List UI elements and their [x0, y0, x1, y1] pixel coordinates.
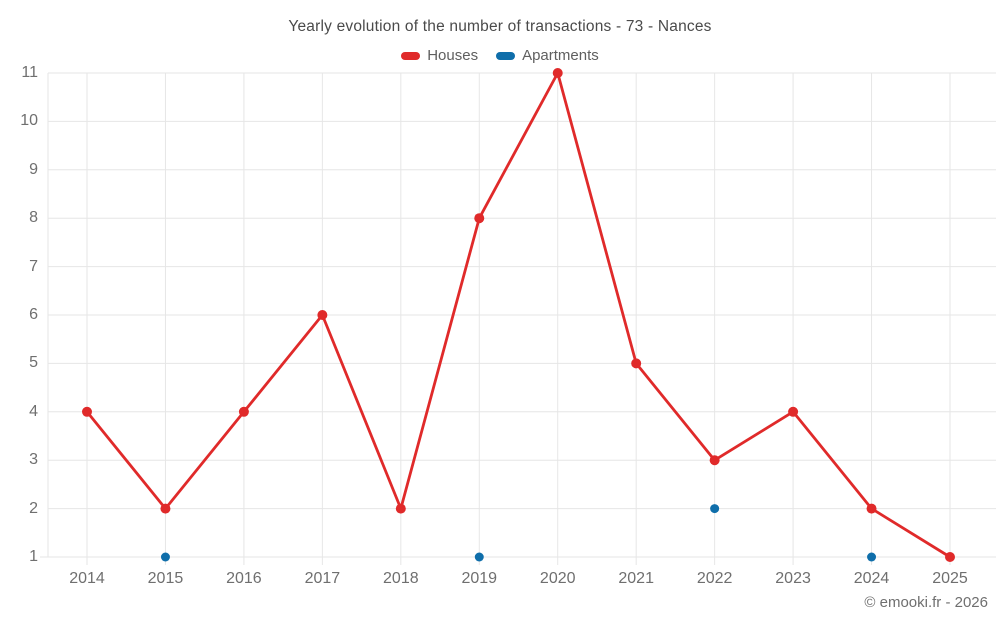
x-tick-label-2024: 2024 [853, 570, 890, 587]
y-tick-label-7: 7 [29, 257, 38, 275]
y-tick-label-8: 8 [29, 209, 38, 227]
data-point-houses-2022[interactable] [709, 455, 720, 466]
y-tick-label-5: 5 [29, 354, 38, 372]
copyright-footer: © emooki.fr - 2026 [864, 594, 988, 611]
data-point-apartments-2015[interactable] [160, 552, 170, 562]
x-tick-label-2020: 2020 [539, 570, 576, 587]
data-point-houses-2021[interactable] [631, 358, 642, 369]
data-point-houses-2017[interactable] [317, 310, 328, 320]
legend: Houses Apartments [0, 47, 1000, 64]
x-tick-label-2023: 2023 [775, 570, 811, 587]
legend-item-houses[interactable]: Houses [401, 47, 478, 64]
y-tick-label-1: 1 [29, 548, 38, 565]
legend-label-apartments: Apartments [522, 47, 599, 64]
x-tick-label-2017: 2017 [304, 570, 341, 587]
x-tick-label-2022: 2022 [696, 570, 733, 587]
y-tick-label-2: 2 [29, 499, 38, 517]
x-tick-label-2015: 2015 [147, 570, 184, 587]
y-tick-label-6: 6 [29, 306, 38, 323]
chart-title: Yearly evolution of the number of transa… [288, 18, 712, 35]
houses-legend-swatch-icon [401, 51, 421, 60]
legend-label-houses: Houses [427, 47, 479, 64]
apartments-legend-swatch-icon [496, 51, 516, 60]
data-point-houses-2015[interactable] [160, 503, 171, 514]
data-point-houses-2018[interactable] [395, 503, 406, 514]
y-tick-label-4: 4 [29, 402, 38, 420]
y-tick-label-10: 10 [20, 112, 38, 130]
x-tick-label-2025: 2025 [932, 570, 968, 587]
data-point-houses-2024[interactable] [866, 503, 877, 514]
data-point-apartments-2019[interactable] [474, 552, 484, 562]
x-tick-label-2021: 2021 [618, 570, 654, 587]
y-tick-label-11: 11 [21, 64, 38, 81]
data-point-houses-2016[interactable] [238, 406, 249, 417]
y-tick-label-3: 3 [29, 451, 38, 469]
data-point-apartments-2024[interactable] [867, 552, 877, 562]
x-tick-label-2016: 2016 [226, 570, 262, 587]
data-point-houses-2014[interactable] [82, 406, 92, 417]
data-point-apartments-2022[interactable] [710, 504, 720, 514]
x-tick-label-2019: 2019 [461, 570, 498, 587]
x-tick-label-2014: 2014 [69, 570, 105, 587]
data-point-houses-2019[interactable] [474, 213, 485, 224]
houses-line [85, 71, 952, 559]
data-point-houses-2025[interactable] [945, 552, 955, 562]
legend-item-apartments[interactable]: Apartments [496, 47, 599, 64]
data-point-houses-2023[interactable] [788, 406, 799, 417]
y-tick-label-9: 9 [29, 160, 38, 178]
data-point-houses-2020[interactable] [552, 68, 563, 78]
x-tick-label-2018: 2018 [383, 570, 419, 587]
